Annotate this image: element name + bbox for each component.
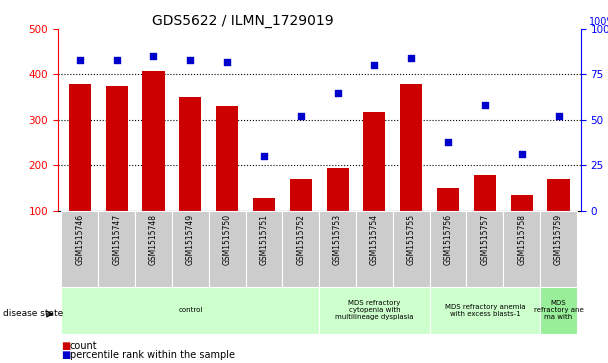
Text: GSM1515758: GSM1515758 <box>517 214 526 265</box>
Bar <box>282 211 319 287</box>
Point <box>554 113 564 119</box>
Text: GSM1515746: GSM1515746 <box>75 214 85 265</box>
Text: MDS refractory
cytopenia with
multilineage dysplasia: MDS refractory cytopenia with multilinea… <box>335 300 413 321</box>
Bar <box>437 188 459 211</box>
Text: GSM1515747: GSM1515747 <box>112 214 121 265</box>
Text: GDS5622 / ILMN_1729019: GDS5622 / ILMN_1729019 <box>152 14 334 28</box>
Bar <box>319 211 356 287</box>
Point <box>148 53 158 59</box>
Point <box>406 55 416 61</box>
Bar <box>474 175 496 211</box>
Bar <box>290 179 312 211</box>
Point <box>517 151 527 157</box>
Text: ■: ■ <box>61 340 70 351</box>
Point <box>112 57 122 63</box>
Point <box>223 59 232 65</box>
Bar <box>466 211 503 287</box>
Point <box>333 90 342 95</box>
Text: GSM1515756: GSM1515756 <box>444 214 452 265</box>
Bar <box>430 211 466 287</box>
Text: GSM1515757: GSM1515757 <box>480 214 489 265</box>
Bar <box>393 211 430 287</box>
Bar <box>216 106 238 211</box>
Bar <box>547 179 570 211</box>
Bar <box>356 211 393 287</box>
Text: count: count <box>70 340 97 351</box>
Bar <box>430 287 540 334</box>
Text: control: control <box>178 307 202 313</box>
Point <box>185 57 195 63</box>
Bar <box>61 287 319 334</box>
Bar <box>61 211 98 287</box>
Bar <box>503 211 540 287</box>
Text: GSM1515751: GSM1515751 <box>260 214 269 265</box>
Bar <box>326 168 348 211</box>
Bar <box>253 198 275 211</box>
Text: GSM1515748: GSM1515748 <box>149 214 158 265</box>
Bar <box>540 211 577 287</box>
Bar <box>400 85 423 211</box>
Bar <box>246 211 282 287</box>
Point <box>296 113 306 119</box>
Text: GSM1515755: GSM1515755 <box>407 214 416 265</box>
Text: GSM1515759: GSM1515759 <box>554 214 563 265</box>
Bar <box>172 211 209 287</box>
Text: percentile rank within the sample: percentile rank within the sample <box>70 350 235 360</box>
Text: disease state: disease state <box>3 310 63 318</box>
Bar <box>142 71 165 211</box>
Bar <box>209 211 246 287</box>
Bar <box>179 97 201 211</box>
Text: GSM1515753: GSM1515753 <box>333 214 342 265</box>
Text: GSM1515750: GSM1515750 <box>223 214 232 265</box>
Point <box>259 153 269 159</box>
Point <box>443 139 453 144</box>
Bar <box>511 195 533 211</box>
Bar <box>319 287 430 334</box>
Point <box>75 57 85 63</box>
Text: GSM1515749: GSM1515749 <box>186 214 195 265</box>
Bar <box>106 86 128 211</box>
Text: GSM1515752: GSM1515752 <box>296 214 305 265</box>
Text: MDS
refractory ane
ma with: MDS refractory ane ma with <box>534 300 584 321</box>
Bar <box>98 211 135 287</box>
Point <box>370 62 379 68</box>
Bar <box>69 85 91 211</box>
Text: MDS refractory anemia
with excess blasts-1: MDS refractory anemia with excess blasts… <box>444 304 525 317</box>
Bar <box>364 112 385 211</box>
Point <box>480 102 490 108</box>
Text: GSM1515754: GSM1515754 <box>370 214 379 265</box>
Bar <box>135 211 172 287</box>
Text: ■: ■ <box>61 350 70 360</box>
Bar <box>540 287 577 334</box>
Text: 100%: 100% <box>589 17 608 27</box>
